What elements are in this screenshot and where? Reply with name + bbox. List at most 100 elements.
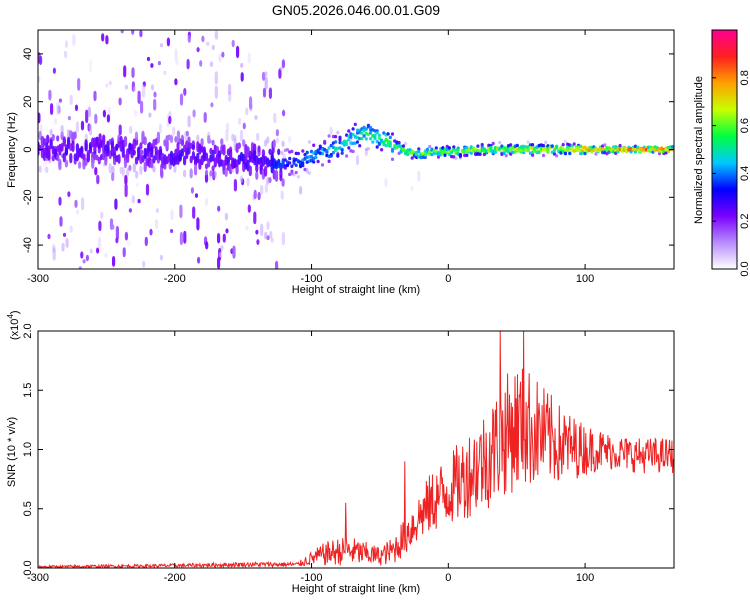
spectrogram-cell <box>89 248 93 254</box>
spectrogram-cell <box>312 160 316 164</box>
spectrogram-cell <box>163 70 167 76</box>
spectrogram-cell <box>257 191 261 201</box>
spectrogram-cell <box>64 159 68 168</box>
spectrogram-cell <box>275 137 280 144</box>
spectrogram-cell <box>607 146 611 150</box>
spectrogram-cell <box>260 184 264 195</box>
spectrogram-cell <box>62 232 67 237</box>
spectrogram-cell <box>410 156 414 160</box>
spectrogram-cell <box>229 148 233 161</box>
spectrogram-cell <box>38 112 41 124</box>
spectrogram-cell <box>279 168 283 179</box>
spectrogram-cell <box>51 134 55 142</box>
spectrogram-cell <box>121 147 125 158</box>
spectrogram-cell <box>355 140 360 144</box>
spectrogram-cell <box>377 142 381 147</box>
spectrogram-cell <box>334 140 338 144</box>
spectrogram-cell <box>179 231 183 246</box>
spectrogram-cell <box>186 58 190 70</box>
spectrogram-cell <box>485 149 489 153</box>
spectrogram-cell <box>450 150 454 155</box>
x-tick-label: 100 <box>576 273 594 285</box>
spectrogram-cell <box>233 134 237 142</box>
spectrogram-cell <box>43 138 47 146</box>
spectrogram-cell <box>131 30 135 35</box>
spectrogram-cell <box>526 140 530 144</box>
spectrogram-cell <box>245 225 249 231</box>
spectrogram-cell <box>232 245 236 259</box>
spectrogram-cell <box>170 209 174 221</box>
spectrogram-cell <box>256 132 260 142</box>
spectrogram-cell <box>106 114 110 123</box>
spectrogram-cell <box>179 93 184 106</box>
spectrogram-cell <box>159 254 163 261</box>
spectrogram-cell <box>124 174 128 186</box>
spectrogram-cell <box>194 164 198 176</box>
spectrogram-cell <box>69 94 73 105</box>
spectrogram-cell <box>382 131 386 135</box>
spectrogram-cell <box>209 61 214 68</box>
spectrogram-cell <box>58 196 62 206</box>
spectrogram-cell <box>93 90 97 102</box>
spectrogram-cell <box>140 149 144 156</box>
spectrogram-cell <box>266 235 270 241</box>
spectrogram-cell <box>541 143 546 148</box>
spectrogram-cell <box>46 134 50 144</box>
spectrogram-cell <box>64 50 68 59</box>
spectrogram-cell <box>338 137 342 142</box>
spectrogram-cell <box>156 131 160 144</box>
spectrogram-cell <box>566 148 570 153</box>
spectrogram-cell <box>203 112 207 123</box>
spectrogram-cell <box>353 122 357 127</box>
spectrogram-cell <box>301 161 305 165</box>
spectrogram-cell <box>531 143 535 147</box>
spectrogram-cell <box>137 90 141 104</box>
spectrogram-cell <box>166 37 170 47</box>
spectrogram-cell <box>242 139 246 147</box>
spectrogram-cell <box>132 162 136 173</box>
spectrogram-cell <box>314 155 318 160</box>
spectrogram-cell <box>101 33 105 42</box>
spectrogram-cell <box>78 161 82 169</box>
spectrogram-cell <box>105 35 109 45</box>
spectrogram-cell <box>144 236 148 247</box>
spectrogram-cell <box>148 112 152 118</box>
colorbar-label: Normalized spectral amplitude <box>693 76 705 224</box>
spectrogram-cell <box>123 65 127 78</box>
spectrogram-cell <box>106 146 110 154</box>
spectrogram-cell <box>152 165 156 173</box>
spectrogram-cell <box>197 256 201 264</box>
spectrogram-cell <box>657 151 662 156</box>
spectrogram-cell <box>345 142 349 147</box>
spectrogram-cell <box>336 130 340 135</box>
spectrogram-cell <box>150 84 155 91</box>
spectrogram-cell <box>111 172 115 182</box>
spectrogram-cell <box>249 96 253 110</box>
spectrogram-cell <box>102 109 106 118</box>
spectrogram-cell <box>95 136 99 146</box>
spectrogram-cell <box>594 152 598 156</box>
spectrogram-cell <box>60 142 64 152</box>
spectrogram-cell <box>143 136 147 146</box>
spectrogram-cell <box>245 107 249 116</box>
spectrogram-cell <box>56 135 60 142</box>
spectrogram-cell <box>168 115 172 125</box>
x-tick-label: -200 <box>164 273 186 285</box>
spectrogram-cell <box>325 149 329 153</box>
spectrogram-cell <box>112 256 116 267</box>
spectrogram-cell <box>546 149 550 153</box>
spectrogram-cell <box>67 116 71 121</box>
spectrogram-cell <box>465 153 469 157</box>
spectrogram-cell <box>172 126 176 136</box>
spectrogram-cell <box>64 147 68 156</box>
spectrogram-cell <box>246 177 250 187</box>
spectrogram-cell <box>275 129 279 137</box>
spectrogram-cell <box>85 109 89 124</box>
spectrogram-cell <box>123 159 128 169</box>
spectrogram-cell <box>86 152 90 163</box>
spectrogram-cell <box>98 220 102 232</box>
spectrogram-cell <box>225 129 229 142</box>
spectrogram-cell <box>62 136 66 147</box>
